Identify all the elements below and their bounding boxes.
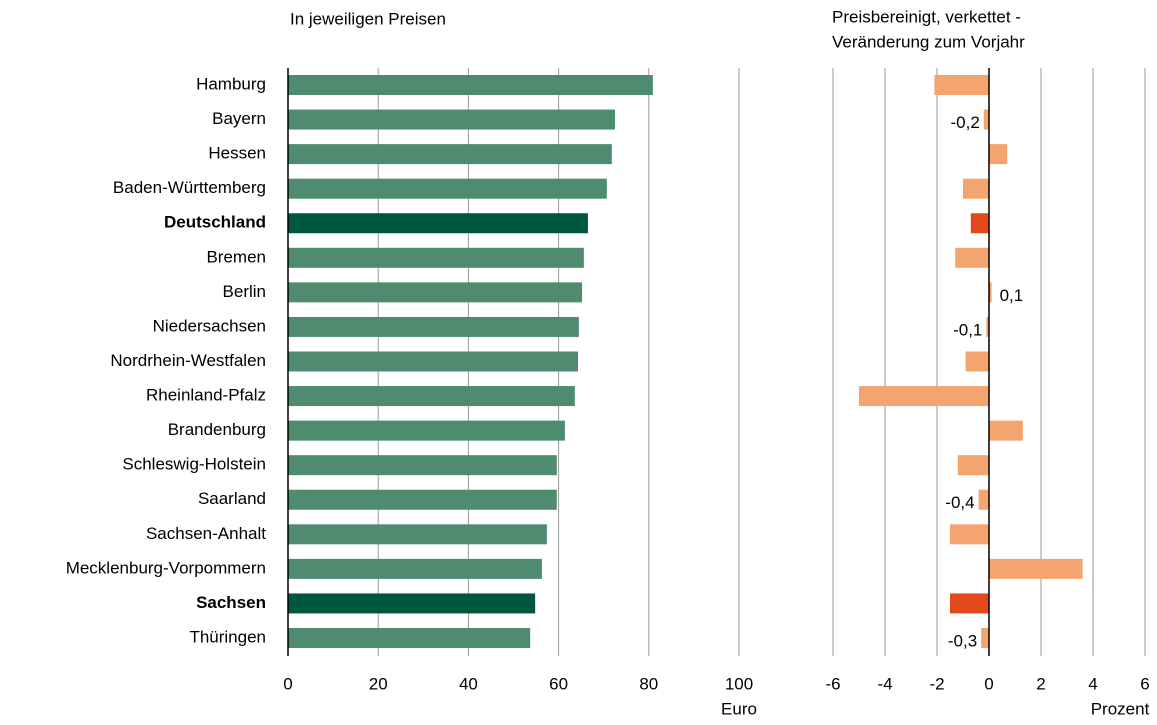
x-axis-label: Euro [721, 699, 757, 718]
bar [288, 420, 565, 441]
category-label: Bremen [206, 247, 266, 266]
x-tick-label: -2 [929, 674, 944, 693]
bar [989, 558, 1083, 579]
category-label: Brandenburg [168, 420, 266, 439]
bar [983, 109, 989, 130]
x-tick-label: 0 [283, 674, 292, 693]
x-tick-label: 20 [369, 674, 388, 693]
value-label: 0,1 [1000, 286, 1024, 305]
value-label: -0,3 [948, 631, 977, 650]
category-label: Deutschland [164, 213, 266, 232]
bar [934, 75, 989, 95]
bar [950, 593, 989, 614]
bar [288, 386, 575, 407]
bar [288, 144, 612, 165]
value-label: -0,4 [945, 493, 974, 512]
bar [288, 455, 557, 476]
bar [288, 282, 583, 303]
x-axis-label: Prozent [1091, 699, 1150, 718]
panel-title: In jeweiligen Preisen [290, 9, 446, 28]
x-tick-label: 40 [459, 674, 478, 693]
category-label: Sachsen [196, 593, 266, 612]
bar [981, 628, 989, 648]
category-label: Hamburg [196, 74, 266, 93]
category-label: Baden-Württemberg [113, 178, 266, 197]
x-tick-label: 60 [549, 674, 568, 693]
bar [859, 386, 989, 407]
value-label: -0,2 [951, 113, 980, 132]
value-label: -0,1 [953, 320, 982, 339]
bar [986, 316, 989, 337]
bar [288, 247, 584, 268]
bar [288, 109, 615, 130]
x-tick-label: -6 [825, 674, 840, 693]
category-label: Hessen [208, 144, 266, 163]
bar [288, 558, 542, 579]
bar [288, 75, 653, 95]
x-tick-label: 100 [725, 674, 753, 693]
bar [978, 489, 989, 510]
bar [288, 593, 536, 614]
category-label: Saarland [198, 489, 266, 508]
category-label: Bayern [212, 109, 266, 128]
x-tick-label: 4 [1088, 674, 1097, 693]
bar [950, 524, 989, 545]
panel-title: Veränderung zum Vorjahr [832, 32, 1025, 51]
bar [288, 628, 531, 648]
x-tick-label: 6 [1140, 674, 1149, 693]
bar [288, 178, 607, 199]
bar [288, 213, 588, 234]
x-tick-label: 0 [984, 674, 993, 693]
category-label: Schleswig-Holstein [122, 455, 266, 474]
x-tick-label: 2 [1036, 674, 1045, 693]
bar [288, 351, 578, 372]
bar [288, 489, 557, 510]
bar [288, 316, 579, 337]
panel-title: Preisbereinigt, verkettet - [832, 7, 1021, 26]
bar [989, 420, 1023, 441]
category-label: Thüringen [189, 627, 266, 646]
bar [955, 247, 989, 268]
category-label: Sachsen-Anhalt [146, 524, 266, 543]
x-tick-label: -4 [877, 674, 892, 693]
x-tick-label: 80 [639, 674, 658, 693]
category-label: Niedersachsen [153, 316, 266, 335]
category-label: Mecklenburg-Vorpommern [66, 558, 266, 577]
bar [963, 178, 989, 199]
category-label: Rheinland-Pfalz [146, 386, 266, 405]
bar [965, 351, 989, 372]
bar [288, 524, 547, 545]
category-label: Nordrhein-Westfalen [110, 351, 266, 370]
bar [957, 455, 989, 476]
category-label: Berlin [223, 282, 266, 301]
bar [989, 144, 1008, 165]
bar [989, 282, 992, 303]
bar [970, 213, 989, 234]
